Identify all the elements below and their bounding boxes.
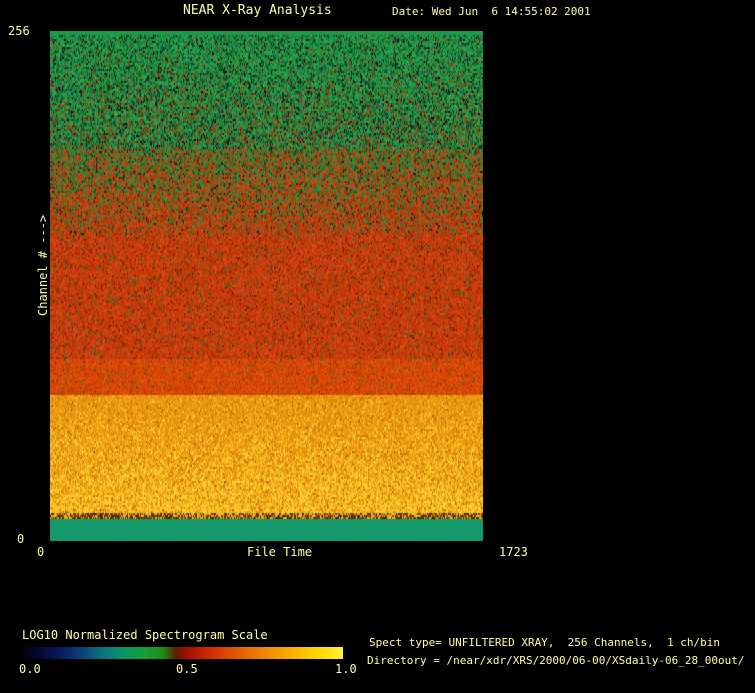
- spect-type-line: Spect type= UNFILTERED XRAY, 256 Channel…: [369, 637, 720, 649]
- spectrogram-heatmap: [50, 31, 483, 541]
- x-axis-title: File Time: [247, 546, 312, 559]
- colorbar-tick-max: 1.0: [335, 663, 357, 676]
- y-axis-title: Channel # --->: [37, 215, 50, 316]
- colorbar-tick-mid: 0.5: [176, 663, 198, 676]
- xray-analysis-window: NEAR X-Ray Analysis Date: Wed Jun 6 14:5…: [0, 0, 755, 693]
- y-axis-min-label: 0: [17, 533, 24, 546]
- colorbar-gradient: [22, 647, 343, 659]
- date-label: Date: Wed Jun 6 14:55:02 2001: [392, 6, 591, 18]
- page-title: NEAR X-Ray Analysis: [183, 4, 332, 18]
- directory-line: Directory = /near/xdr/XRS/2000/06-00/XSd…: [367, 655, 745, 667]
- x-axis-max-label: 1723: [499, 546, 528, 559]
- x-axis-min-label: 0: [37, 546, 44, 559]
- y-axis-max-label: 256: [8, 25, 30, 38]
- colorbar-tick-min: 0.0: [19, 663, 41, 676]
- colorbar-title: LOG10 Normalized Spectrogram Scale: [22, 629, 268, 642]
